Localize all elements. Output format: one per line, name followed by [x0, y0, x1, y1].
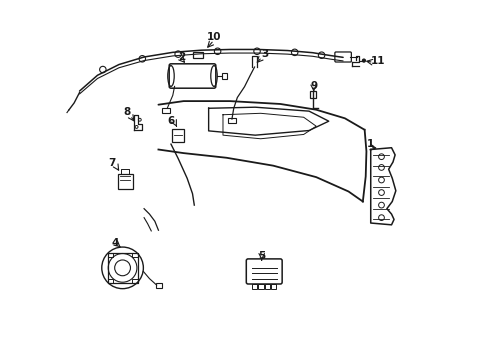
Text: 6: 6	[167, 116, 174, 126]
Bar	[270, 284, 276, 289]
Bar	[264, 284, 269, 289]
Text: 7: 7	[108, 158, 115, 168]
Bar	[155, 283, 162, 288]
Circle shape	[362, 59, 365, 62]
Text: 4: 4	[111, 238, 119, 248]
Text: 11: 11	[370, 56, 385, 66]
Text: 8: 8	[123, 107, 130, 117]
Bar	[132, 253, 137, 257]
Bar	[251, 284, 257, 289]
Text: 5: 5	[258, 251, 265, 261]
Text: 2: 2	[178, 51, 185, 62]
Bar	[258, 284, 263, 289]
Bar	[309, 91, 315, 98]
Bar	[192, 52, 203, 58]
Text: 3: 3	[261, 49, 268, 59]
Bar	[162, 108, 169, 113]
Bar	[107, 279, 113, 283]
Text: 10: 10	[206, 32, 221, 42]
Bar	[221, 73, 226, 79]
Bar	[228, 118, 235, 123]
Bar	[132, 279, 137, 283]
Bar	[107, 253, 113, 257]
Text: 9: 9	[309, 81, 317, 91]
Bar	[107, 253, 137, 283]
Text: 1: 1	[366, 139, 373, 149]
